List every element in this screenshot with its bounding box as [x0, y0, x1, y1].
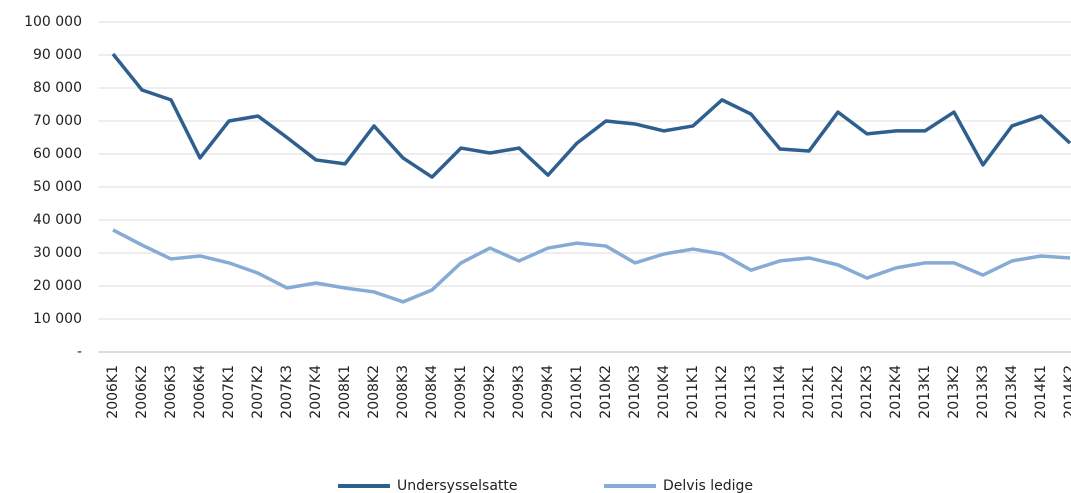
- x-tick-label: 2007K1: [221, 365, 237, 419]
- x-tick-label: 2010K3: [627, 365, 643, 419]
- x-tick-label: 2007K2: [250, 365, 266, 419]
- x-tick-label: 2009K1: [453, 365, 469, 419]
- x-tick-label: 2006K1: [105, 365, 121, 419]
- y-tick-label: 60 000: [33, 146, 82, 162]
- line-series: [112, 228, 1071, 304]
- x-tick-label: 2009K4: [540, 365, 556, 419]
- y-tick-label: 10 000: [33, 311, 82, 327]
- x-tick-label: 2008K2: [366, 365, 382, 419]
- x-tick-label: 2006K3: [163, 365, 179, 419]
- x-tick-label: 2008K1: [337, 365, 353, 419]
- x-tick-label: 2010K2: [598, 365, 614, 419]
- x-tick-label: 2010K1: [569, 365, 585, 419]
- y-tick-label: 100 000: [24, 14, 82, 30]
- x-tick-label: 2012K3: [859, 365, 875, 419]
- x-tick-label: 2011K3: [743, 365, 759, 419]
- x-tick-label: 2011K2: [714, 365, 730, 419]
- x-tick-label: 2013K1: [917, 365, 933, 419]
- legend-label: Undersysselsatte: [397, 478, 518, 493]
- line-series: [111, 52, 1071, 179]
- y-tick-label: 50 000: [33, 179, 82, 195]
- x-tick-label: 2010K4: [656, 365, 672, 419]
- x-tick-label: 2011K1: [685, 365, 701, 419]
- x-tick-label: 2014K1: [1033, 365, 1049, 419]
- y-tick-label: 70 000: [33, 113, 82, 129]
- x-tick-label: 2012K1: [801, 365, 817, 419]
- x-tick-label: 2007K4: [308, 365, 324, 419]
- x-tick-label: 2009K3: [511, 365, 527, 419]
- x-tick-label: 2008K4: [424, 365, 440, 419]
- x-tick-label: 2013K3: [975, 365, 991, 419]
- y-tick-label: 80 000: [33, 80, 82, 96]
- y-tick-label: 90 000: [33, 47, 82, 63]
- x-tick-label: 2012K2: [830, 365, 846, 419]
- x-tick-label: 2007K3: [279, 365, 295, 419]
- x-tick-label: 2014K2: [1062, 365, 1071, 419]
- y-tick-label: -: [77, 344, 82, 360]
- x-tick-label: 2006K4: [192, 365, 208, 419]
- x-tick-label: 2013K2: [946, 365, 962, 419]
- y-tick-label: 20 000: [33, 278, 82, 294]
- x-tick-label: 2008K3: [395, 365, 411, 419]
- x-tick-label: 2006K2: [134, 365, 150, 419]
- x-tick-label: 2011K4: [772, 365, 788, 419]
- y-tick-label: 40 000: [33, 212, 82, 228]
- x-tick-label: 2012K4: [888, 365, 904, 419]
- x-tick-label: 2009K2: [482, 365, 498, 419]
- legend-label: Delvis ledige: [663, 478, 753, 493]
- y-tick-label: 30 000: [33, 245, 82, 261]
- x-tick-label: 2013K4: [1004, 365, 1020, 419]
